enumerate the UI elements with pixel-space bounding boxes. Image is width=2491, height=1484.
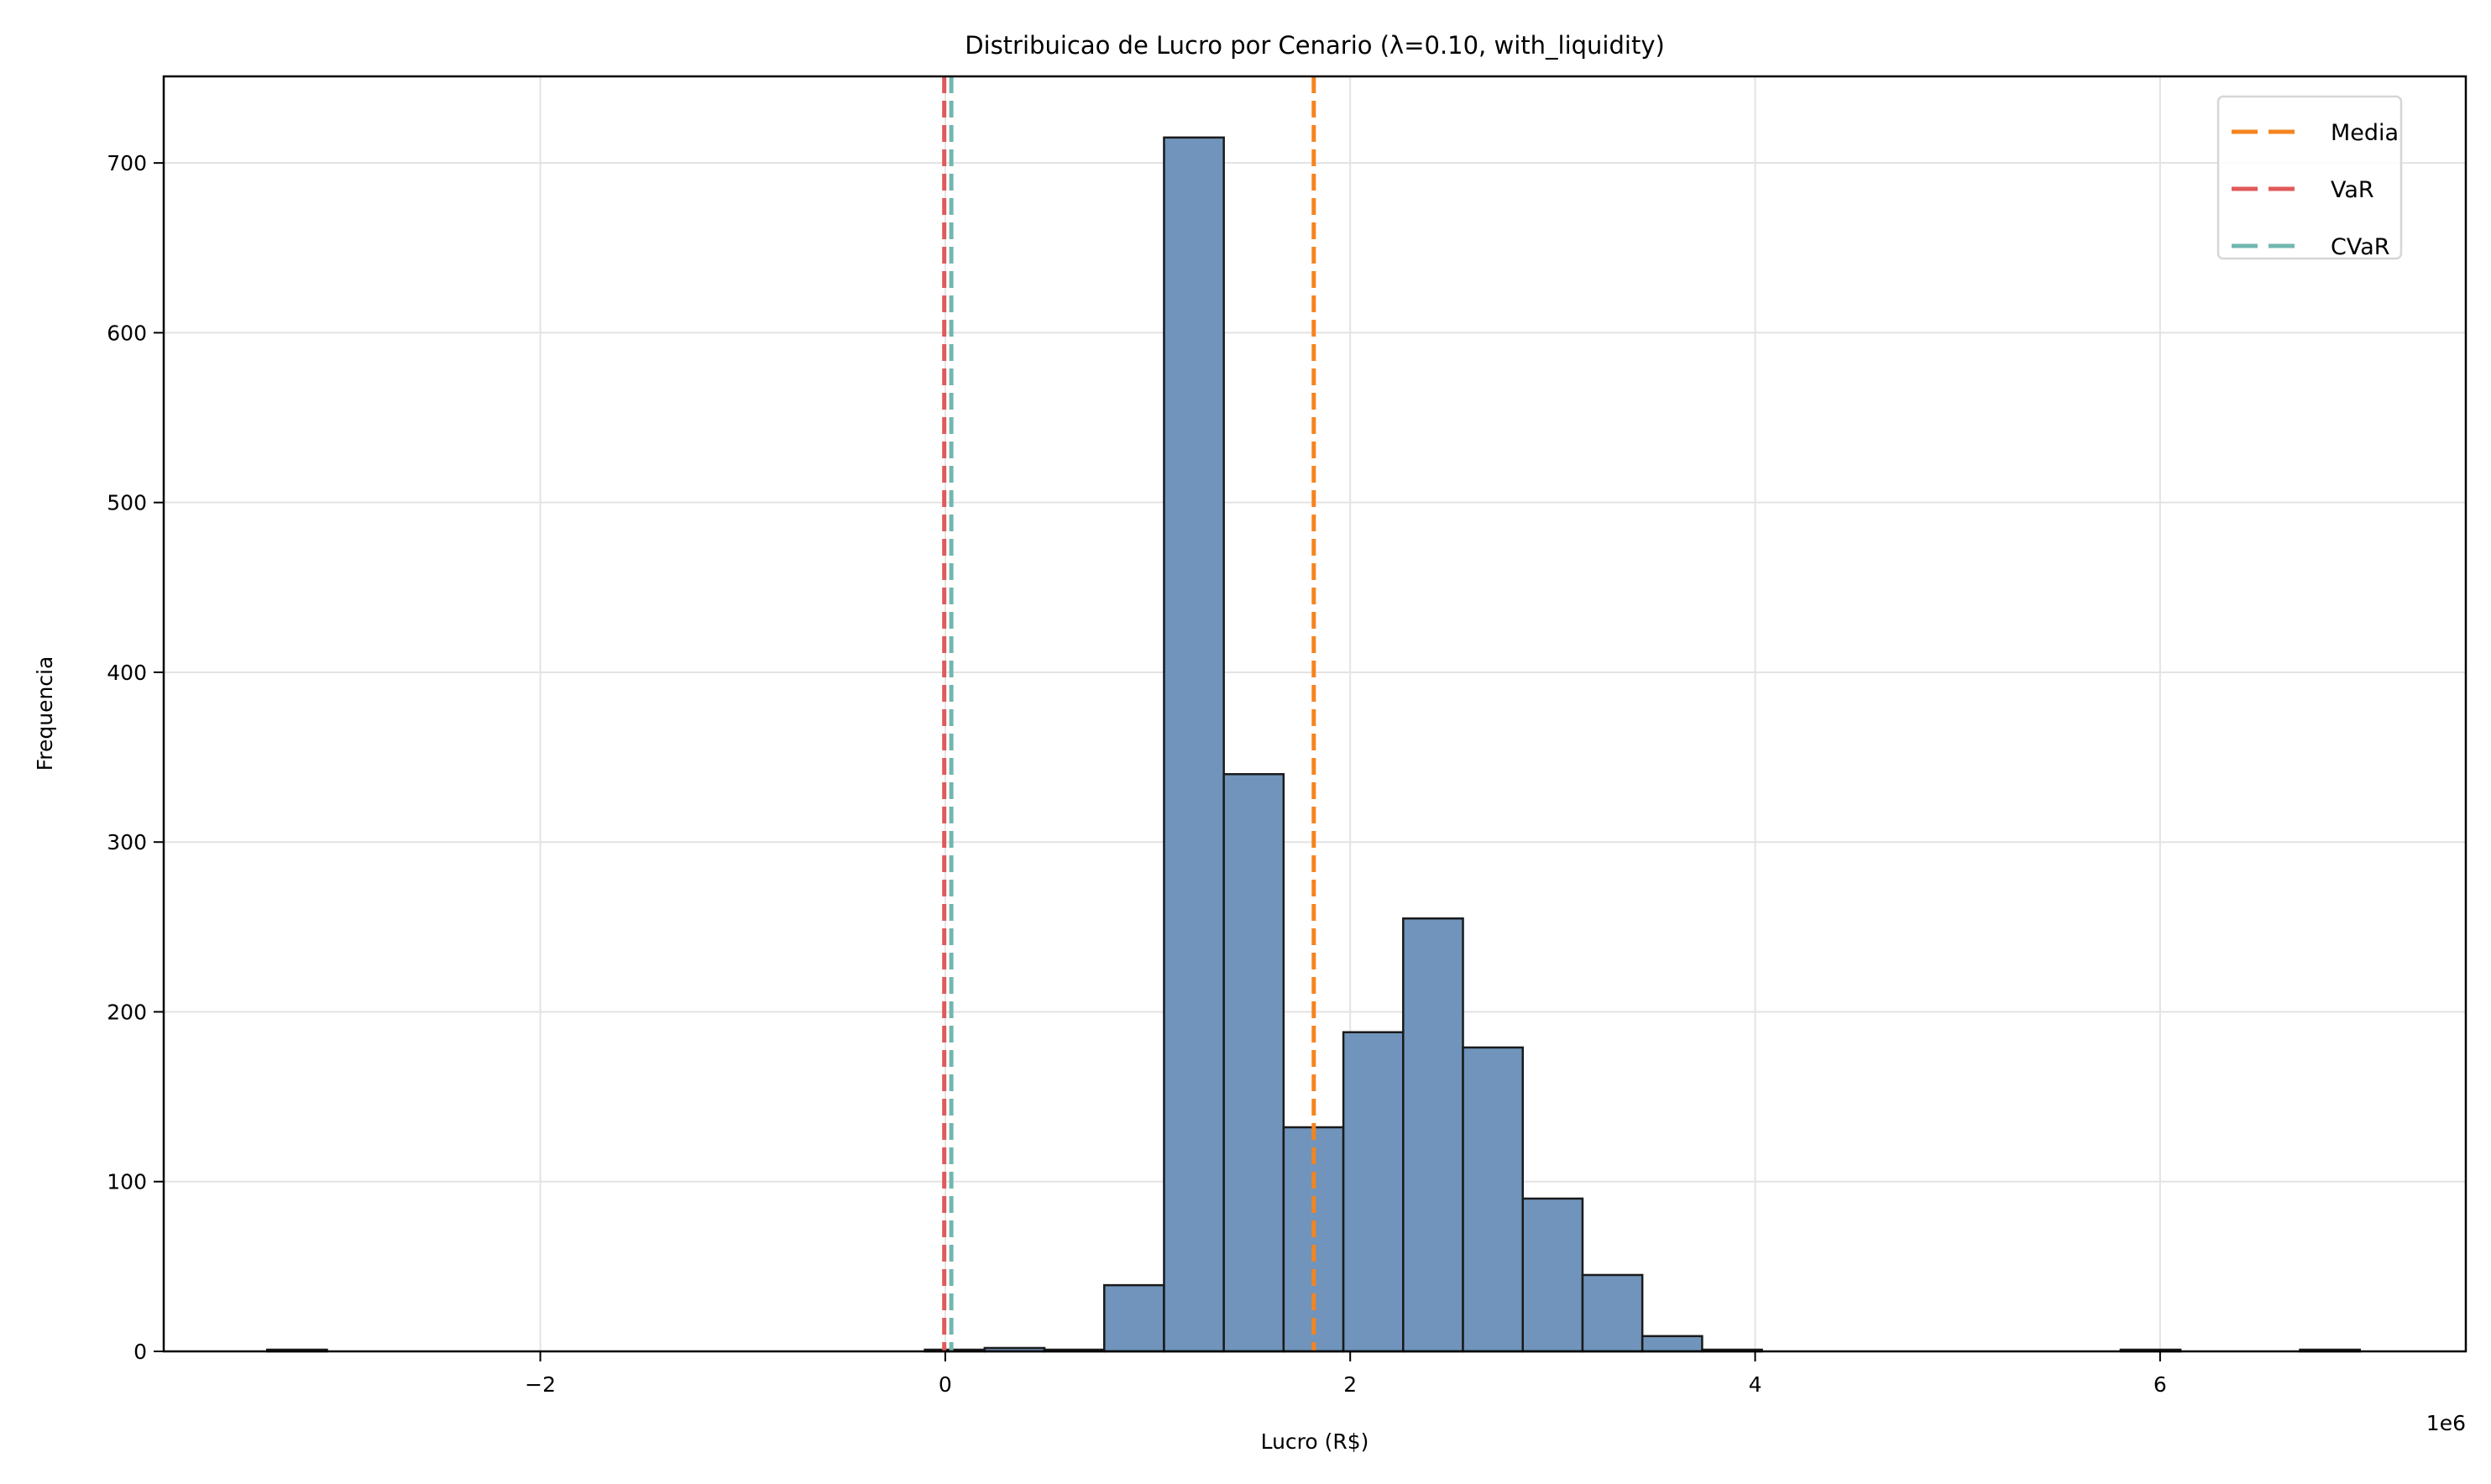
histogram-bar: [1102, 1283, 1165, 1353]
histogram-bar: [1641, 1335, 1703, 1353]
histogram-bar: [1521, 1197, 1584, 1353]
y-tick-label: 200: [107, 1000, 147, 1024]
legend-box: [2216, 95, 2403, 260]
y-tick-label: 100: [107, 1170, 147, 1194]
x-tick-label: 2: [1343, 1372, 1357, 1397]
legend-label-media: Media: [2331, 120, 2399, 146]
x-tick-label: −2: [525, 1372, 556, 1397]
y-axis-ticks: 0 100 200 300 400 500 600 700: [107, 151, 164, 1364]
x-axis-label: Lucro (R$): [1261, 1429, 1369, 1454]
histogram-bar: [1402, 917, 1464, 1353]
y-tick-label: 600: [107, 321, 147, 345]
plot-frame: [162, 75, 2467, 1353]
histogram-bars: [265, 136, 2362, 1353]
histogram-bar: [1163, 136, 1225, 1353]
y-tick-label: 400: [107, 661, 147, 685]
histogram-bar: [1342, 1031, 1405, 1353]
x-tick-label: 0: [939, 1372, 952, 1397]
legend-label-var: VaR: [2331, 177, 2374, 203]
y-tick-label: 0: [133, 1340, 147, 1364]
x-tick-label: 4: [1749, 1372, 1762, 1397]
x-axis-ticks: −2 0 2 4 6: [525, 1351, 2167, 1397]
histogram-bar: [1581, 1273, 1644, 1353]
x-offset-label: 1e6: [2426, 1411, 2466, 1435]
y-tick-label: 300: [107, 830, 147, 854]
legend: Media VaR CVaR: [2216, 95, 2403, 260]
reference-lines: [942, 76, 1316, 1351]
y-tick-label: 500: [107, 491, 147, 515]
y-axis-label: Frequencia: [33, 656, 57, 771]
histogram-bar: [1222, 773, 1285, 1353]
y-tick-label: 700: [107, 151, 147, 175]
legend-label-cvar: CVaR: [2331, 234, 2390, 260]
x-tick-label: 6: [2153, 1372, 2167, 1397]
histogram-bar: [1462, 1046, 1524, 1353]
chart-title: Distribuicao de Lucro por Cenario (λ=0.1…: [965, 31, 1665, 60]
